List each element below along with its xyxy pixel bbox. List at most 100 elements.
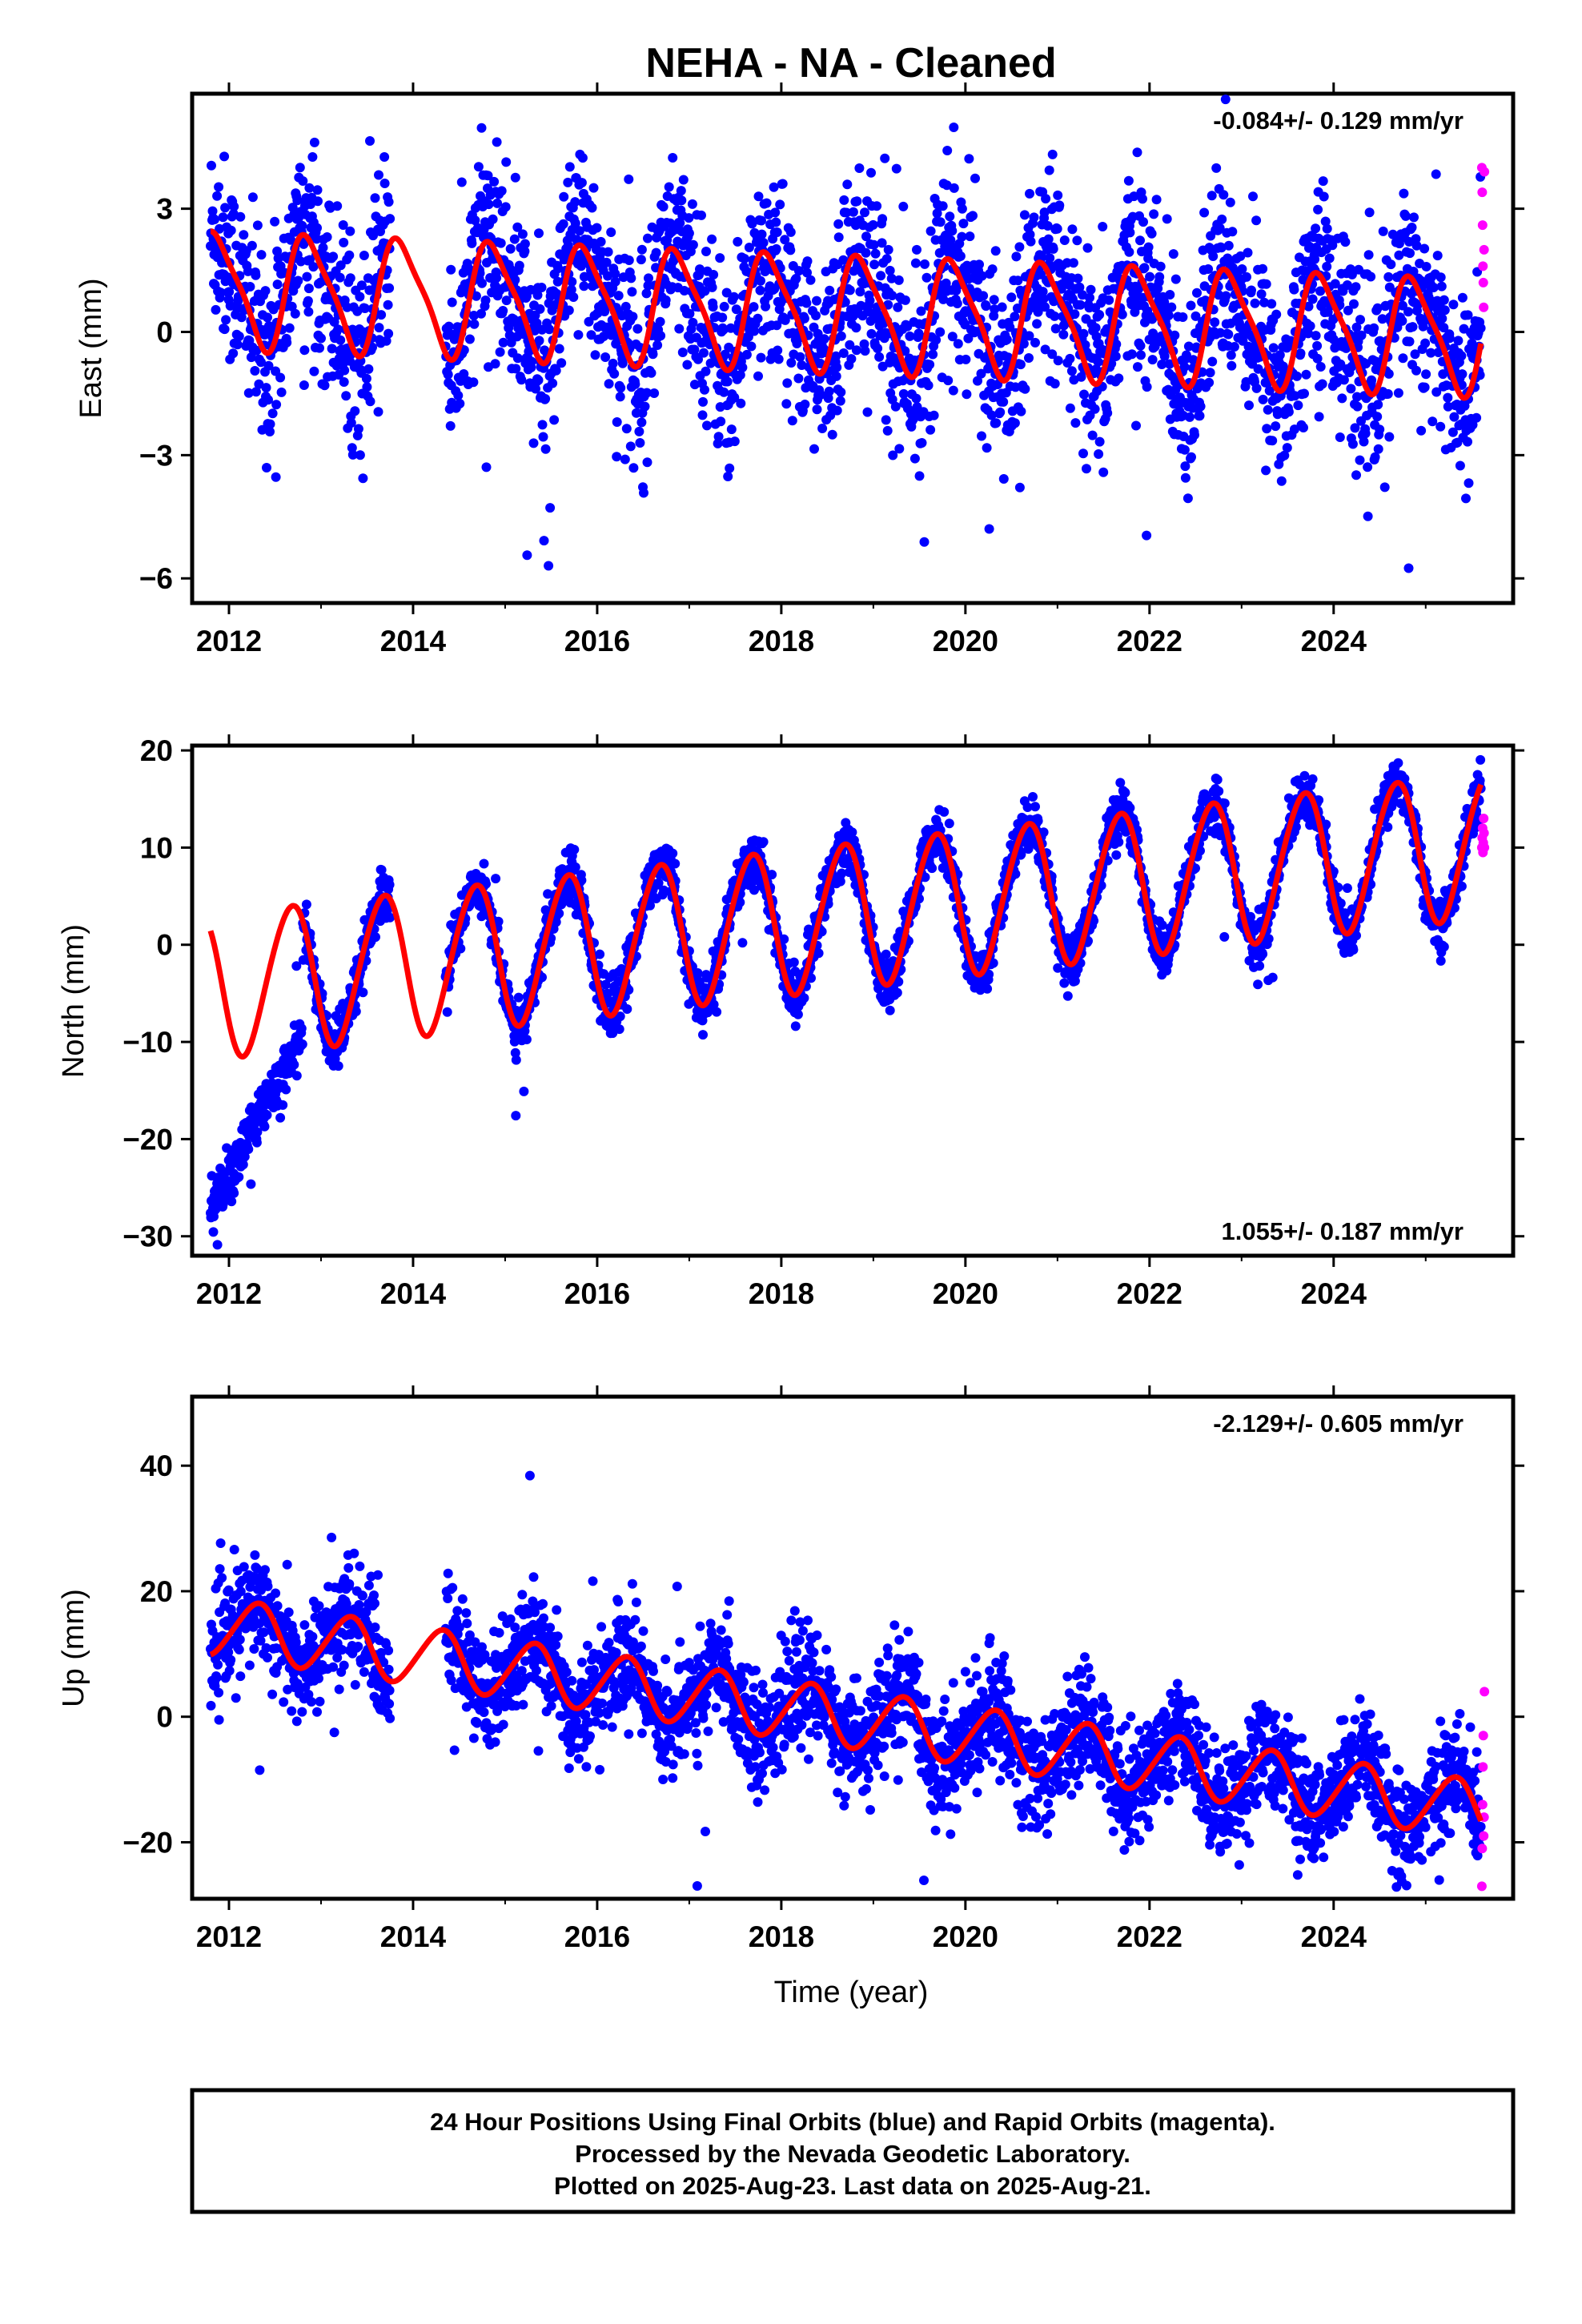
data-point	[492, 273, 502, 283]
data-point	[982, 443, 992, 453]
data-point	[998, 474, 1009, 484]
data-point	[250, 366, 260, 376]
data-point	[688, 239, 698, 250]
data-point	[802, 256, 813, 267]
data-point	[505, 243, 516, 254]
data-point	[1359, 436, 1369, 447]
data-point	[262, 1110, 272, 1120]
data-point	[1010, 312, 1020, 322]
data-point	[476, 308, 486, 319]
data-point	[298, 176, 308, 186]
data-point	[668, 153, 678, 163]
data-point	[563, 177, 573, 187]
data-point	[1244, 400, 1254, 411]
data-point	[345, 273, 355, 283]
data-point	[729, 392, 740, 403]
data-point	[775, 199, 785, 210]
data-point	[1405, 248, 1415, 259]
data-point	[1322, 223, 1332, 234]
data-point	[536, 283, 547, 292]
data-point	[1229, 342, 1239, 352]
data-point	[517, 229, 528, 239]
data-point	[693, 968, 703, 978]
data-point	[456, 177, 467, 187]
data-point	[1349, 299, 1359, 309]
data-point	[1139, 263, 1150, 273]
data-point	[566, 284, 576, 295]
data-point	[790, 1021, 801, 1031]
data-point	[534, 228, 544, 239]
data-point	[359, 304, 370, 313]
data-point	[746, 341, 757, 352]
data-point	[1226, 350, 1236, 360]
data-point	[212, 1240, 223, 1250]
data-point	[723, 472, 733, 481]
data-point	[379, 152, 390, 162]
data-point	[898, 201, 909, 211]
data-point	[947, 226, 958, 236]
data-point	[1250, 298, 1260, 308]
data-point	[1372, 412, 1383, 422]
data-point	[1439, 295, 1449, 305]
data-point	[616, 383, 626, 393]
data-point	[1067, 224, 1078, 235]
data-point	[261, 383, 271, 393]
data-point	[319, 380, 330, 391]
data-point	[309, 137, 319, 147]
data-point	[702, 420, 712, 431]
data-point	[636, 244, 647, 255]
data-point	[890, 401, 901, 412]
data-point	[322, 232, 332, 242]
data-point	[539, 536, 549, 546]
data-point	[291, 1071, 302, 1081]
data-point	[658, 202, 669, 212]
data-point	[295, 163, 305, 173]
data-point	[687, 199, 697, 209]
data-point	[1261, 465, 1271, 476]
data-point	[799, 993, 809, 1003]
data-point	[532, 290, 543, 300]
data-point	[365, 396, 375, 407]
data-point	[813, 948, 824, 959]
rapid-point	[1477, 187, 1488, 198]
data-point	[212, 191, 223, 201]
data-point	[522, 550, 532, 561]
data-point	[961, 354, 971, 364]
data-point	[1094, 310, 1105, 320]
data-point	[870, 248, 881, 259]
data-point	[1178, 312, 1188, 322]
data-point	[700, 384, 709, 395]
data-point	[211, 304, 221, 315]
data-point	[968, 211, 978, 221]
data-point	[525, 284, 536, 295]
data-point	[504, 323, 514, 333]
data-point	[1195, 411, 1205, 421]
data-point	[272, 279, 283, 290]
data-point	[717, 312, 728, 323]
data-point	[1162, 214, 1172, 224]
data-point	[839, 195, 849, 205]
data-point	[643, 233, 652, 243]
data-point	[722, 376, 733, 387]
data-point	[1364, 207, 1375, 218]
data-point	[1223, 240, 1234, 251]
data-point	[1186, 452, 1196, 462]
data-point	[1263, 404, 1273, 415]
data-point	[251, 345, 262, 356]
data-point	[1078, 448, 1088, 459]
data-point	[597, 299, 608, 309]
data-point	[1267, 436, 1278, 446]
data-point	[868, 219, 878, 230]
data-point	[919, 537, 930, 547]
data-point	[1314, 412, 1324, 422]
data-point	[636, 417, 647, 428]
data-point	[1185, 412, 1195, 422]
data-point	[949, 183, 959, 193]
data-point	[512, 222, 523, 232]
data-point	[1142, 382, 1152, 392]
data-point	[1053, 190, 1063, 200]
data-point	[329, 317, 339, 327]
data-point	[948, 385, 958, 396]
data-point	[862, 407, 873, 417]
rapid-point	[1477, 220, 1488, 231]
